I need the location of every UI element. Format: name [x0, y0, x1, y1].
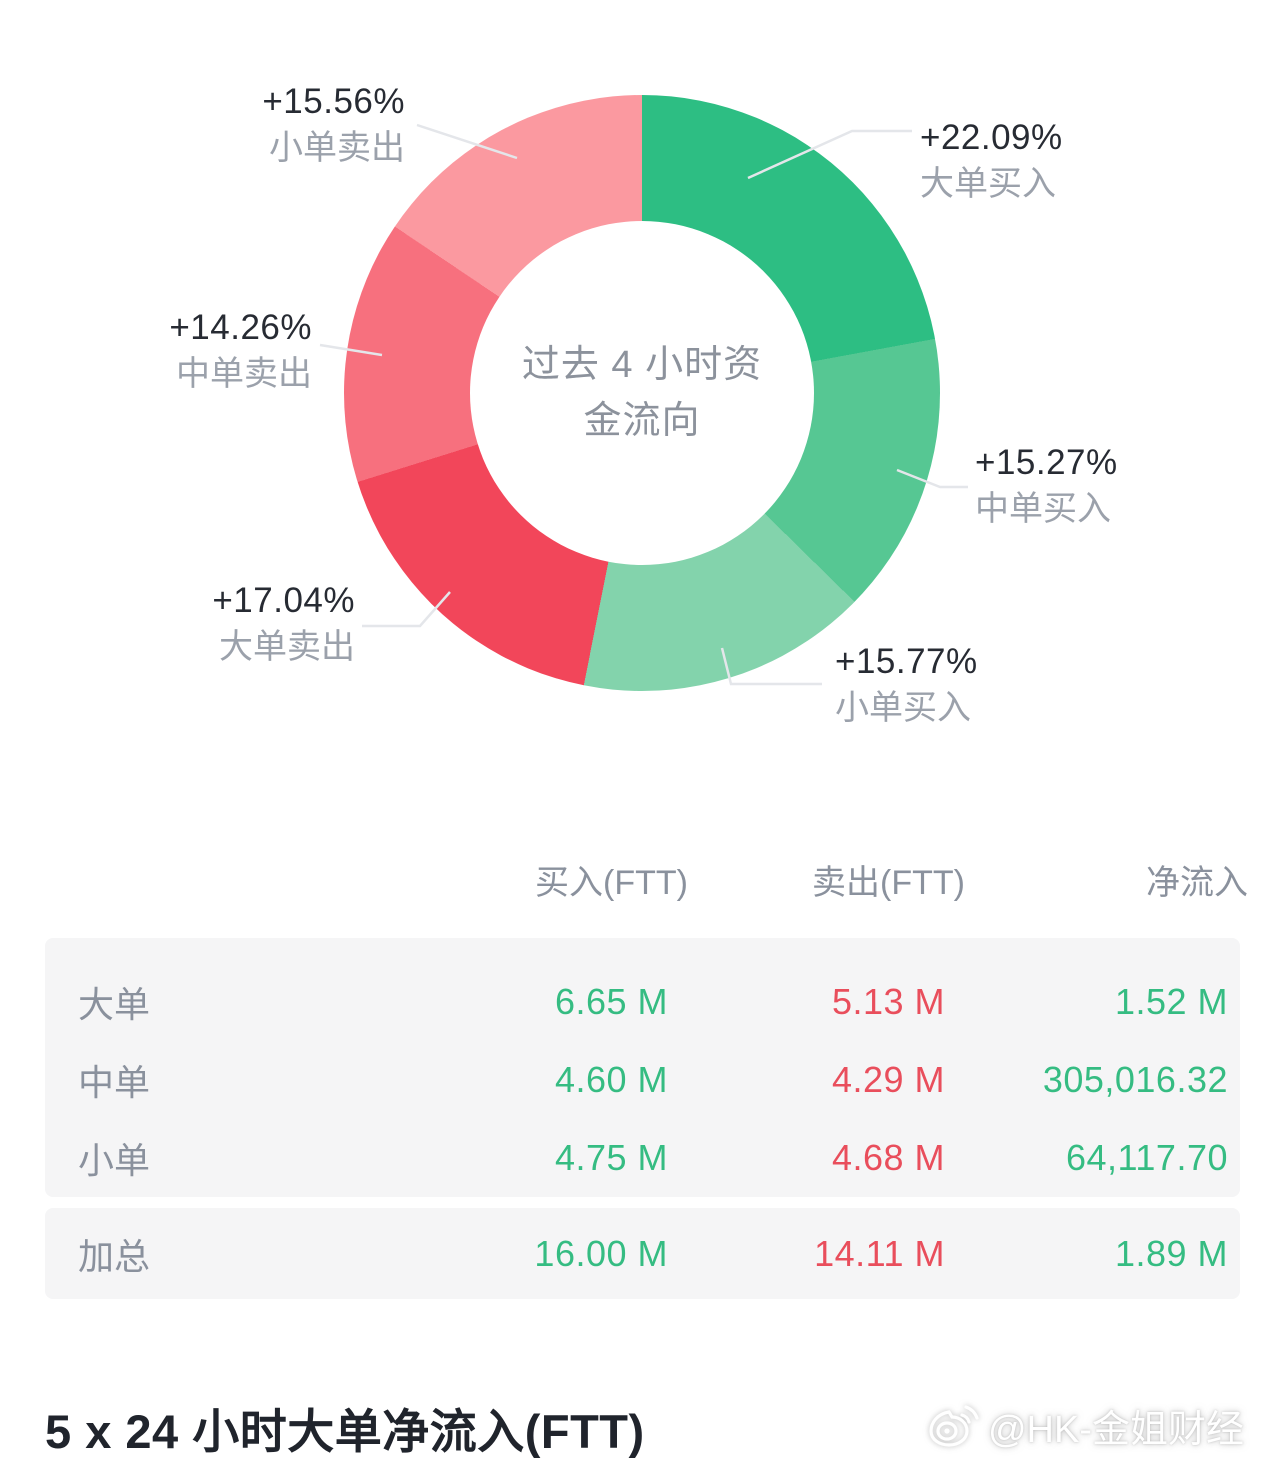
watermark: @HK-金姐财经	[928, 1398, 1244, 1453]
row-label: 大单	[78, 984, 151, 1025]
donut-center: 过去 4 小时资 金流向	[470, 221, 814, 565]
segment-label-dadan-sell: +17.04% 大单卖出	[212, 577, 355, 671]
segment-label-zhongdan-buy: +15.27% 中单买入	[975, 439, 1118, 533]
net-value: 64,117.70	[1066, 1137, 1228, 1178]
segment-name: 中单卖出	[176, 355, 312, 393]
net-total: 1.89 M	[1114, 1232, 1228, 1274]
segment-label-zhongdan-sell: +14.26% 中单卖出	[169, 304, 312, 398]
segment-pct: +15.56%	[262, 82, 405, 121]
sell-value: 4.68 M	[831, 1137, 945, 1178]
segment-pct: +15.27%	[975, 443, 1118, 482]
buy-value: 4.75 M	[554, 1137, 668, 1178]
weibo-icon	[929, 1404, 979, 1447]
segment-label-dadan-buy: +22.09% 大单买入	[920, 114, 1063, 208]
sell-value: 4.29 M	[831, 1059, 945, 1100]
money-flow-donut-chart: 过去 4 小时资 金流向 +15.56% 小单卖出 +22.09% 大单买入 +…	[169, 78, 1118, 732]
table-row-dadan: 大单 6.65 M 5.13 M 1.52 M	[45, 963, 1240, 1041]
sell-value: 5.13 M	[831, 981, 945, 1022]
segment-name: 大单买入	[920, 165, 1056, 203]
sell-total: 14.11 M	[814, 1232, 945, 1274]
segment-pct: +17.04%	[212, 581, 355, 620]
table-header-row: 买入(FTT) 卖出(FTT) 净流入	[0, 859, 1284, 907]
segment-name: 小单卖出	[269, 129, 405, 167]
table-body-panel: 大单 6.65 M 5.13 M 1.52 M 中单 4.60 M 4.29 M…	[45, 938, 1240, 1197]
row-label: 中单	[78, 1062, 151, 1103]
section-title: 5 x 24 小时大单净流入(FTT)	[45, 1405, 645, 1458]
net-value: 305,016.32	[1042, 1059, 1228, 1100]
segment-label-xiaodan-buy: +15.77% 小单买入	[835, 638, 978, 732]
buy-value: 4.60 M	[554, 1059, 668, 1100]
segment-pct: +14.26%	[169, 308, 312, 347]
col-header-buy: 买入(FTT)	[535, 864, 688, 902]
row-label: 小单	[78, 1140, 151, 1181]
segment-pct: +22.09%	[920, 118, 1063, 157]
chart-title: 过去 4 小时资 金流向	[521, 344, 763, 442]
segment-name: 中单买入	[975, 490, 1111, 528]
buy-total: 16.00 M	[534, 1232, 668, 1274]
col-header-sell: 卖出(FTT)	[812, 864, 965, 902]
row-label: 加总	[78, 1235, 151, 1277]
segment-name: 大单卖出	[219, 628, 355, 666]
segment-label-xiaodan-sell: +15.56% 小单卖出	[262, 78, 405, 172]
watermark-handle: @HK-金姐财经	[987, 1409, 1244, 1451]
segment-pct: +15.77%	[835, 642, 978, 681]
col-header-net: 净流入	[1146, 864, 1248, 902]
table-row-total: 加总 16.00 M 14.11 M 1.89 M	[45, 1228, 1240, 1280]
segment-name: 小单买入	[835, 689, 971, 727]
buy-value: 6.65 M	[554, 981, 668, 1022]
net-value: 1.52 M	[1114, 981, 1228, 1022]
table-total-panel: 加总 16.00 M 14.11 M 1.89 M	[45, 1208, 1240, 1299]
table-row-zhongdan: 中单 4.60 M 4.29 M 305,016.32	[45, 1041, 1240, 1119]
label-leader-lines	[319, 123, 968, 686]
table-row-xiaodan: 小单 4.75 M 4.68 M 64,117.70	[45, 1119, 1240, 1197]
